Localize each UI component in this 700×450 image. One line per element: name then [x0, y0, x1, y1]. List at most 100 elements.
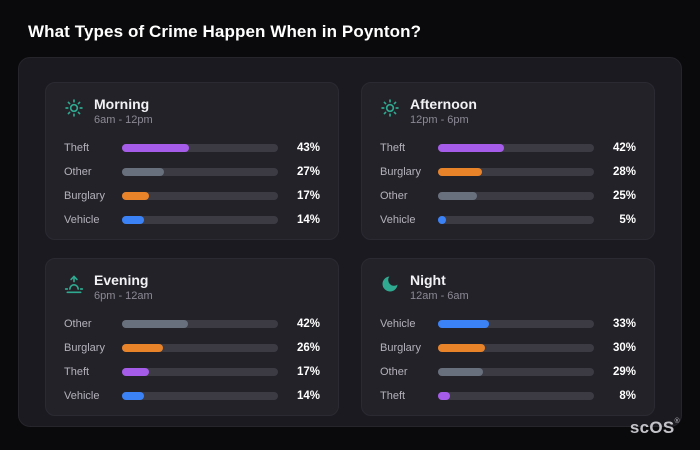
bar-row: Other 42%	[64, 316, 320, 331]
bar-track	[122, 319, 278, 328]
bar-percentage: 42%	[612, 141, 636, 154]
bar-fill	[122, 319, 188, 328]
bar-fill	[122, 343, 163, 352]
bar-fill	[122, 191, 149, 200]
bar-fill	[438, 215, 446, 224]
bar-track	[438, 391, 594, 400]
bar-fill	[122, 391, 144, 400]
crime-type-label: Other	[64, 317, 92, 330]
bar-row: Vehicle 14%	[64, 212, 320, 227]
card-header: Morning 6am - 12pm	[64, 96, 320, 127]
card-time-range: 12pm - 6pm	[410, 114, 469, 126]
bar-rows: Other 42% Burglary 26% Theft 17% Vehicle 14%	[64, 316, 320, 403]
crime-type-label: Theft	[380, 389, 406, 402]
bar-percentage: 33%	[612, 317, 636, 330]
bar-fill	[122, 167, 165, 176]
card-header-text: Morning 6am - 12pm	[94, 96, 153, 127]
card-evening: Evening 6pm - 12am Other 42% Burglary 26% Th…	[45, 258, 339, 416]
bar-fill	[438, 343, 485, 352]
page-title: What Types of Crime Happen When in Poynt…	[28, 22, 422, 41]
crime-type-label: Vehicle	[380, 213, 416, 226]
bar-percentage: 25%	[612, 189, 636, 202]
bar-track	[122, 191, 278, 200]
sunset-icon	[64, 274, 84, 294]
card-header: Evening 6pm - 12am	[64, 272, 320, 303]
card-header-text: Night 12am - 6am	[410, 272, 469, 303]
moon-icon	[380, 274, 400, 294]
bar-rows: Theft 42% Burglary 28% Other 25% Vehicle 5%	[380, 140, 636, 227]
brand-logo: scOS®	[630, 418, 680, 438]
bar-row: Theft 8%	[380, 388, 636, 403]
bar-percentage: 26%	[296, 341, 320, 354]
bar-row: Theft 17%	[64, 364, 320, 379]
bar-track	[122, 215, 278, 224]
crime-type-label: Vehicle	[64, 213, 100, 226]
bar-track	[122, 343, 278, 352]
card-time-range: 12am - 6am	[410, 290, 469, 302]
crime-type-label: Theft	[380, 141, 406, 154]
bar-fill	[122, 367, 149, 376]
bar-track	[438, 167, 594, 176]
sun-icon	[64, 98, 84, 118]
crime-type-label: Vehicle	[64, 389, 100, 402]
card-time-range: 6pm - 12am	[94, 290, 153, 302]
bar-percentage: 14%	[296, 389, 320, 402]
bar-track	[122, 167, 278, 176]
bar-row: Burglary 26%	[64, 340, 320, 355]
crime-type-label: Burglary	[64, 189, 105, 202]
bar-fill	[438, 367, 484, 376]
bar-track	[122, 391, 278, 400]
card-morning: Morning 6am - 12pm Theft 43% Other 27% Burgl…	[45, 82, 339, 240]
crime-type-label: Burglary	[64, 341, 105, 354]
bar-row: Vehicle 14%	[64, 388, 320, 403]
bar-rows: Vehicle 33% Burglary 30% Other 29% Theft 8%	[380, 316, 636, 403]
bar-track	[438, 367, 594, 376]
bar-percentage: 28%	[612, 165, 636, 178]
bar-track	[122, 143, 278, 152]
bar-row: Vehicle 5%	[380, 212, 636, 227]
bar-fill	[438, 191, 477, 200]
bar-fill	[438, 319, 490, 328]
card-header: Afternoon 12pm - 6pm	[380, 96, 636, 127]
crime-type-label: Theft	[64, 365, 90, 378]
bar-row: Theft 42%	[380, 140, 636, 155]
bar-fill	[438, 167, 482, 176]
bar-row: Theft 43%	[64, 140, 320, 155]
bar-percentage: 27%	[296, 165, 320, 178]
crime-type-label: Theft	[64, 141, 90, 154]
card-header: Night 12am - 6am	[380, 272, 636, 303]
bar-row: Other 27%	[64, 164, 320, 179]
bar-track	[122, 367, 278, 376]
card-title: Night	[410, 272, 446, 288]
card-title: Afternoon	[410, 96, 477, 112]
bar-track	[438, 215, 594, 224]
bar-percentage: 17%	[296, 189, 320, 202]
card-header-text: Afternoon 12pm - 6pm	[410, 96, 477, 127]
bar-percentage: 43%	[296, 141, 320, 154]
bar-track	[438, 319, 594, 328]
card-header-text: Evening 6pm - 12am	[94, 272, 153, 303]
bar-percentage: 29%	[612, 365, 636, 378]
registered-trademark-icon: ®	[674, 418, 680, 425]
brand-name: scOS	[629, 418, 675, 437]
bar-track	[438, 191, 594, 200]
bar-row: Burglary 28%	[380, 164, 636, 179]
bar-percentage: 8%	[619, 389, 636, 402]
bar-percentage: 17%	[296, 365, 320, 378]
card-time-range: 6am - 12pm	[94, 114, 153, 126]
bar-row: Burglary 17%	[64, 188, 320, 203]
bar-percentage: 14%	[296, 213, 320, 226]
card-afternoon: Afternoon 12pm - 6pm Theft 42% Burglary 28%…	[361, 82, 655, 240]
bar-percentage: 30%	[612, 341, 636, 354]
bar-row: Burglary 30%	[380, 340, 636, 355]
crime-type-label: Burglary	[380, 341, 421, 354]
bar-fill	[438, 391, 451, 400]
bar-fill	[438, 143, 504, 152]
crime-dashboard-panel: Morning 6am - 12pm Theft 43% Other 27% Burgl…	[18, 57, 682, 427]
card-title: Evening	[94, 272, 149, 288]
bar-rows: Theft 43% Other 27% Burglary 17% Vehicle 14%	[64, 140, 320, 227]
crime-type-label: Other	[380, 189, 408, 202]
crime-type-label: Other	[64, 165, 92, 178]
bar-fill	[122, 143, 190, 152]
crime-type-label: Other	[380, 365, 408, 378]
